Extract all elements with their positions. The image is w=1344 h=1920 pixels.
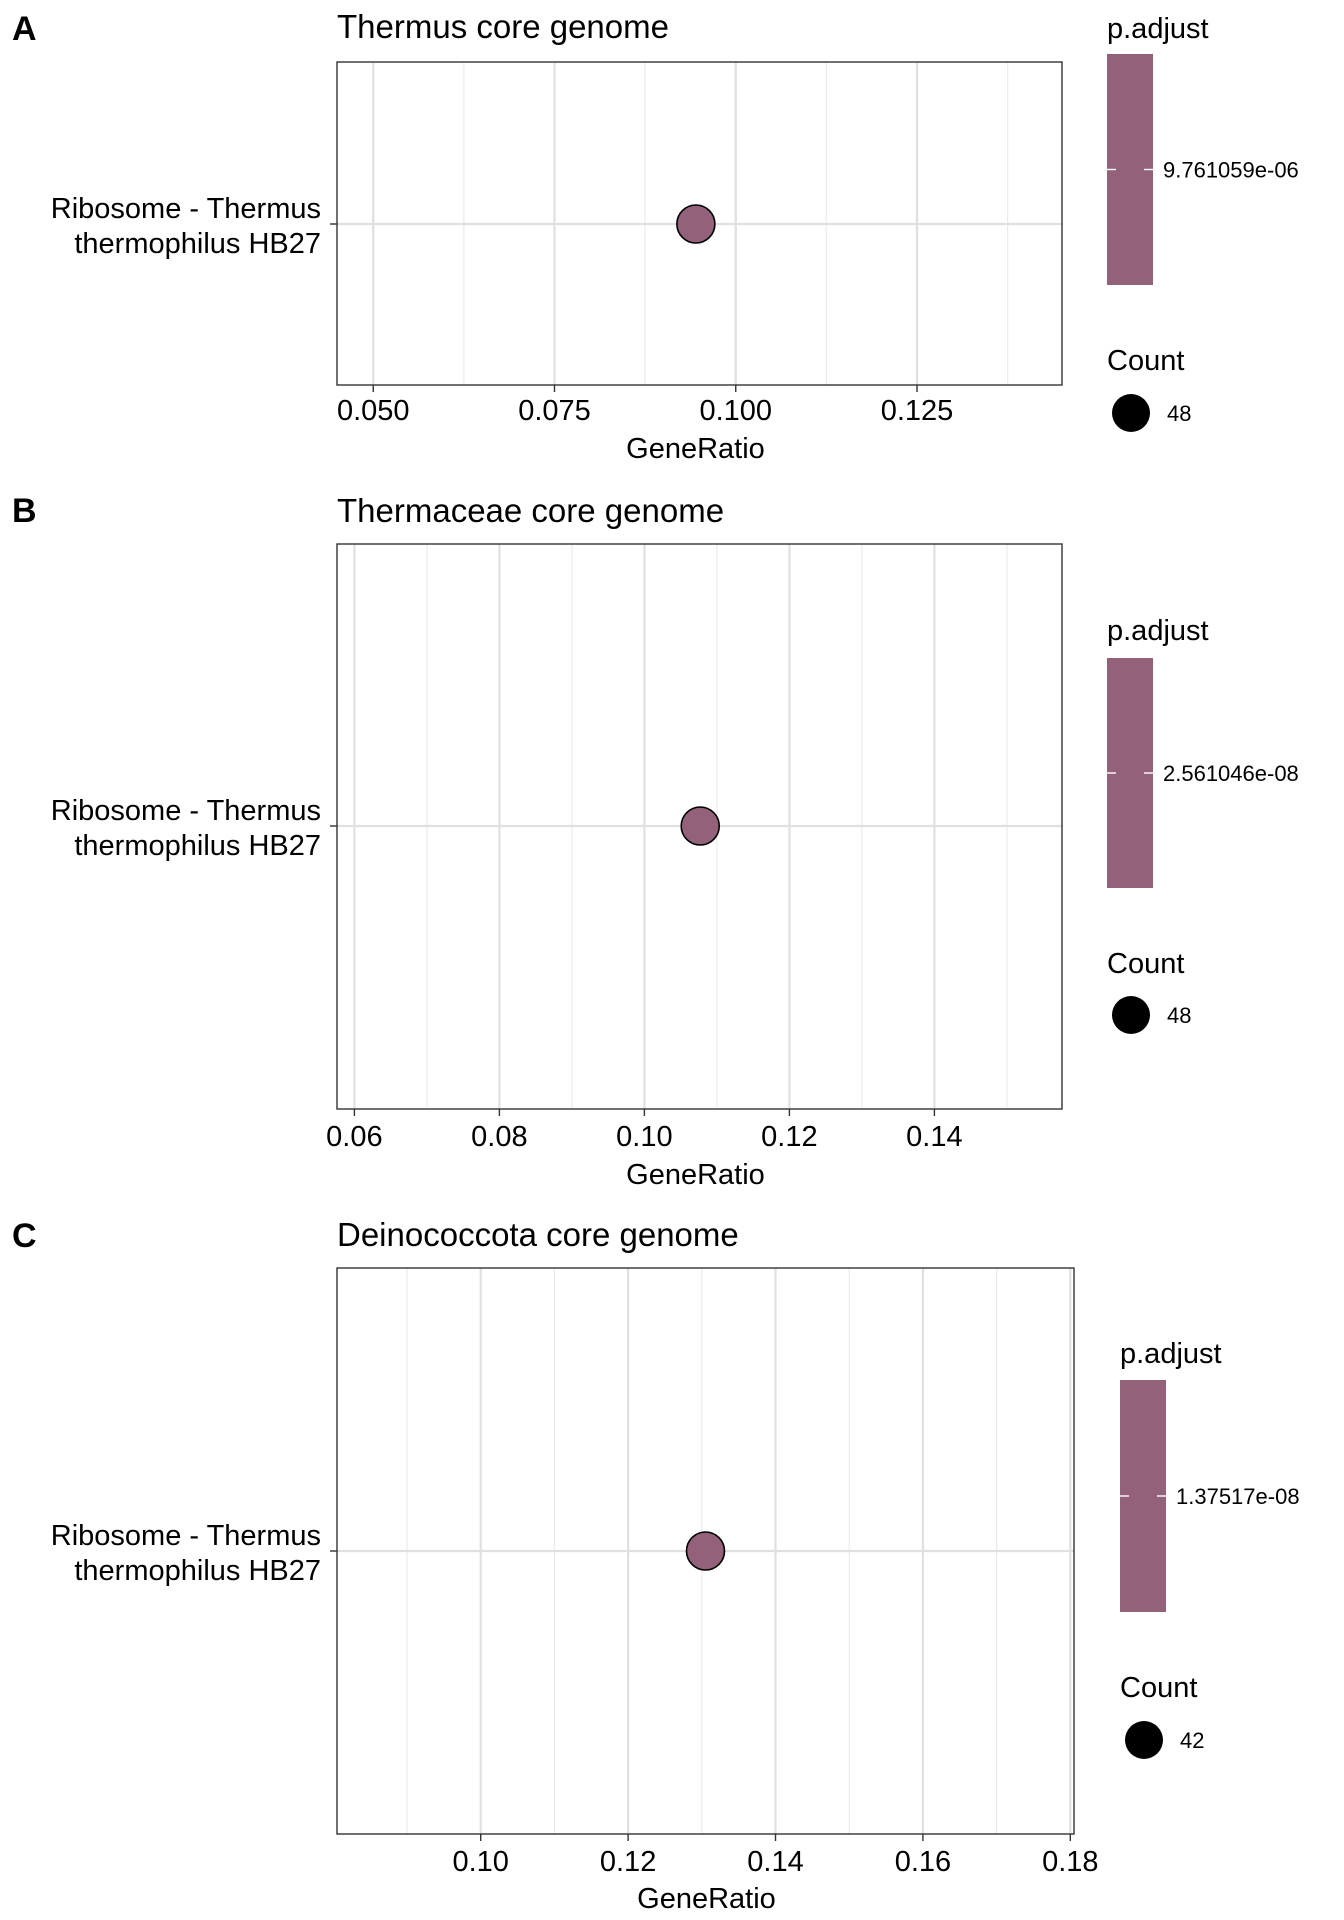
legend-size-label: 42 xyxy=(1180,1728,1204,1753)
x-tick-label: 0.14 xyxy=(906,1121,962,1153)
legend-color-title: p.adjust xyxy=(1107,13,1209,45)
legend-size-title: Count xyxy=(1120,1672,1197,1704)
x-tick-label: 0.12 xyxy=(600,1846,656,1878)
data-point xyxy=(685,1531,726,1571)
panel-letter: C xyxy=(12,1217,37,1255)
legend-size-key xyxy=(1112,394,1150,432)
y-tick-label-line1: Ribosome - Thermus xyxy=(51,795,321,827)
x-tick-label: 0.10 xyxy=(452,1846,508,1878)
x-tick-label: 0.14 xyxy=(747,1846,803,1878)
x-tick-label: 0.18 xyxy=(1042,1846,1098,1878)
plot-title: Deinococcota core genome xyxy=(337,1216,739,1253)
y-tick-label-line1: Ribosome - Thermus xyxy=(51,1520,321,1552)
plot-title: Thermus core genome xyxy=(337,8,669,45)
x-tick-label: 0.125 xyxy=(881,395,954,427)
panel-c: C Deinococcota core genome 0.10 0.12 0.14 0.1… xyxy=(12,1216,1300,1915)
y-tick-label-line2: thermophilus HB27 xyxy=(74,1555,321,1587)
x-tick-label: 0.10 xyxy=(616,1121,672,1153)
x-axis-title: GeneRatio xyxy=(626,1159,765,1191)
panel-letter: B xyxy=(12,492,37,530)
data-point xyxy=(680,806,721,846)
legend-size-title: Count xyxy=(1107,948,1184,980)
legend-color-label: 9.761059e-06 xyxy=(1163,158,1299,183)
panel-b: B Thermaceae core genome 0.06 0.08 0.10 0.12 0… xyxy=(12,492,1299,1191)
legend-color-label: 2.561046e-08 xyxy=(1163,761,1299,786)
panel-letter: A xyxy=(12,10,37,48)
legend-color-label: 1.37517e-08 xyxy=(1176,1484,1300,1509)
legend-color-title: p.adjust xyxy=(1107,615,1209,647)
x-tick-label: 0.12 xyxy=(761,1121,817,1153)
panel-a: A Thermus core genome 0.050 0.075 0.100 0.125… xyxy=(12,8,1299,465)
y-tick-label-line2: thermophilus HB27 xyxy=(74,228,321,260)
plot-title: Thermaceae core genome xyxy=(337,492,724,529)
legend-color-title: p.adjust xyxy=(1120,1338,1222,1370)
legend-size-key xyxy=(1112,996,1150,1034)
legend-size-label: 48 xyxy=(1167,1003,1191,1028)
x-tick-label: 0.08 xyxy=(471,1121,527,1153)
data-point xyxy=(676,204,716,244)
x-tick-label: 0.050 xyxy=(337,395,410,427)
x-tick-label: 0.16 xyxy=(895,1846,951,1878)
legend-size-title: Count xyxy=(1107,345,1184,377)
x-tick-label: 0.100 xyxy=(699,395,772,427)
x-tick-label: 0.06 xyxy=(326,1121,382,1153)
y-tick-label-line1: Ribosome - Thermus xyxy=(51,193,321,225)
x-tick-label: 0.075 xyxy=(518,395,591,427)
legend-size-label: 48 xyxy=(1167,401,1191,426)
y-tick-label-line2: thermophilus HB27 xyxy=(74,830,321,862)
x-axis-title: GeneRatio xyxy=(626,433,765,465)
x-axis-title: GeneRatio xyxy=(637,1883,776,1915)
legend-size-key xyxy=(1125,1721,1163,1759)
